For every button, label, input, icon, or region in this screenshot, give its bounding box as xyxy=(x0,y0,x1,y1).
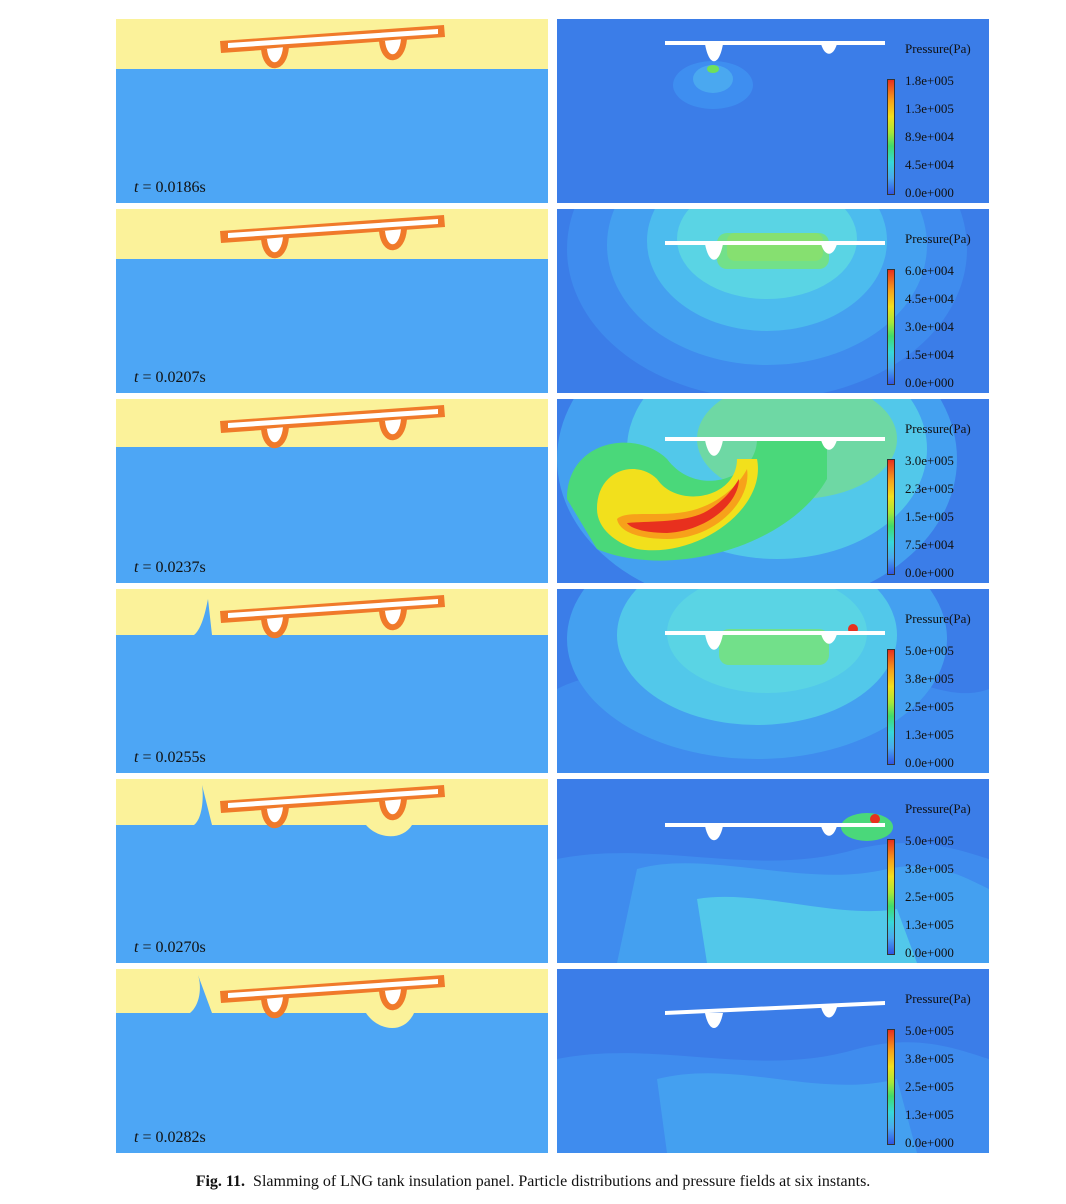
figure-caption-label: Fig. 11. xyxy=(195,1173,246,1190)
colorbar-tick: 7.5e+004 xyxy=(905,537,954,552)
colorbar-tick: 2.5e+005 xyxy=(905,1079,954,1094)
insulation-panel-shape xyxy=(220,785,445,829)
colorbar-tick: 4.5e+004 xyxy=(905,157,954,172)
pressure-field-panel-5: Pressure(Pa) 5.0e+005 3.8e+005 2.5e+005 … xyxy=(557,779,989,963)
particle-distribution-image xyxy=(116,209,548,393)
particle-distribution-image xyxy=(116,589,548,773)
colorbar-tick: 0.0e+000 xyxy=(905,375,954,390)
colorbar xyxy=(887,649,895,765)
time-label: t = 0.0255s xyxy=(134,749,206,766)
time-label: t = 0.0207s xyxy=(134,369,206,386)
particle-distribution-image xyxy=(116,969,548,1153)
colorbar-tick: 3.8e+005 xyxy=(905,861,954,876)
colorbar-tick: 5.0e+005 xyxy=(905,643,954,658)
colorbar-tick: 0.0e+000 xyxy=(905,755,954,770)
insulation-panel-shape xyxy=(220,25,445,69)
pressure-field-panel-4: Pressure(Pa) 5.0e+005 3.8e+005 2.5e+005 … xyxy=(557,589,989,773)
time-label: t = 0.0186s xyxy=(134,179,206,196)
colorbar xyxy=(887,1029,895,1145)
colorbar-tick: 4.5e+004 xyxy=(905,291,954,306)
colorbar-title: Pressure(Pa) xyxy=(905,991,971,1006)
colorbar-tick: 2.3e+005 xyxy=(905,481,954,496)
colorbar-tick: 1.5e+005 xyxy=(905,509,954,524)
particle-distribution-image xyxy=(116,399,548,583)
colorbar-tick: 0.0e+000 xyxy=(905,1135,954,1150)
colorbar-title: Pressure(Pa) xyxy=(905,611,971,626)
colorbar-tick: 5.0e+005 xyxy=(905,833,954,848)
pressure-field-image xyxy=(557,589,989,773)
colorbar-tick: 3.8e+005 xyxy=(905,1051,954,1066)
time-label: t = 0.0282s xyxy=(134,1129,206,1146)
colorbar-tick: 1.3e+005 xyxy=(905,1107,954,1122)
colorbar-tick: 1.3e+005 xyxy=(905,101,954,116)
pressure-field-panel-6: Pressure(Pa) 5.0e+005 3.8e+005 2.5e+005 … xyxy=(557,969,989,1153)
colorbar-title: Pressure(Pa) xyxy=(905,801,971,816)
figure-caption-text: Slamming of LNG tank insulation panel. P… xyxy=(253,1173,871,1190)
pressure-field-image xyxy=(557,209,989,393)
colorbar-title: Pressure(Pa) xyxy=(905,231,971,246)
colorbar-tick: 2.5e+005 xyxy=(905,699,954,714)
particle-distribution-image xyxy=(116,779,548,963)
colorbar-tick: 6.0e+004 xyxy=(905,263,954,278)
pressure-field-image xyxy=(557,19,989,203)
pressure-field-image xyxy=(557,779,989,963)
pressure-field-panel-3: Pressure(Pa) 3.0e+005 2.3e+005 1.5e+005 … xyxy=(557,399,989,583)
colorbar-tick: 3.8e+005 xyxy=(905,671,954,686)
colorbar xyxy=(887,79,895,195)
particle-distribution-panel-4: t = 0.0255s xyxy=(116,589,548,773)
colorbar xyxy=(887,459,895,575)
particle-distribution-image xyxy=(116,19,548,203)
colorbar-title: Pressure(Pa) xyxy=(905,421,971,436)
time-label: t = 0.0270s xyxy=(134,939,206,956)
figure-caption: Fig. 11. Slamming of LNG tank insulation … xyxy=(0,1173,1066,1191)
colorbar xyxy=(887,839,895,955)
insulation-panel-shape xyxy=(220,215,445,259)
colorbar-tick: 0.0e+000 xyxy=(905,185,954,200)
colorbar-tick: 0.0e+000 xyxy=(905,565,954,580)
insulation-panel-shape xyxy=(220,595,445,639)
colorbar-tick: 3.0e+005 xyxy=(905,453,954,468)
particle-distribution-panel-2: t = 0.0207s xyxy=(116,209,548,393)
colorbar-tick: 8.9e+004 xyxy=(905,129,954,144)
colorbar-tick: 2.5e+005 xyxy=(905,889,954,904)
insulation-panel-shape xyxy=(220,405,445,449)
colorbar-tick: 5.0e+005 xyxy=(905,1023,954,1038)
particle-distribution-panel-6: t = 0.0282s xyxy=(116,969,548,1153)
insulation-panel-shape xyxy=(220,975,445,1019)
colorbar-tick: 1.8e+005 xyxy=(905,73,954,88)
particle-distribution-panel-5: t = 0.0270s xyxy=(116,779,548,963)
pressure-field-panel-1: Pressure(Pa) 1.8e+005 1.3e+005 8.9e+004 … xyxy=(557,19,989,203)
pressure-field-image xyxy=(557,969,989,1153)
colorbar-tick: 1.3e+005 xyxy=(905,727,954,742)
particle-distribution-panel-3: t = 0.0237s xyxy=(116,399,548,583)
time-label: t = 0.0237s xyxy=(134,559,206,576)
colorbar-title: Pressure(Pa) xyxy=(905,41,971,56)
pressure-field-image xyxy=(557,399,989,583)
colorbar xyxy=(887,269,895,385)
colorbar-tick: 0.0e+000 xyxy=(905,945,954,960)
colorbar-tick: 1.5e+004 xyxy=(905,347,954,362)
colorbar-tick: 1.3e+005 xyxy=(905,917,954,932)
colorbar-tick: 3.0e+004 xyxy=(905,319,954,334)
pressure-field-panel-2: Pressure(Pa) 6.0e+004 4.5e+004 3.0e+004 … xyxy=(557,209,989,393)
particle-distribution-panel-1: t = 0.0186s xyxy=(116,19,548,203)
